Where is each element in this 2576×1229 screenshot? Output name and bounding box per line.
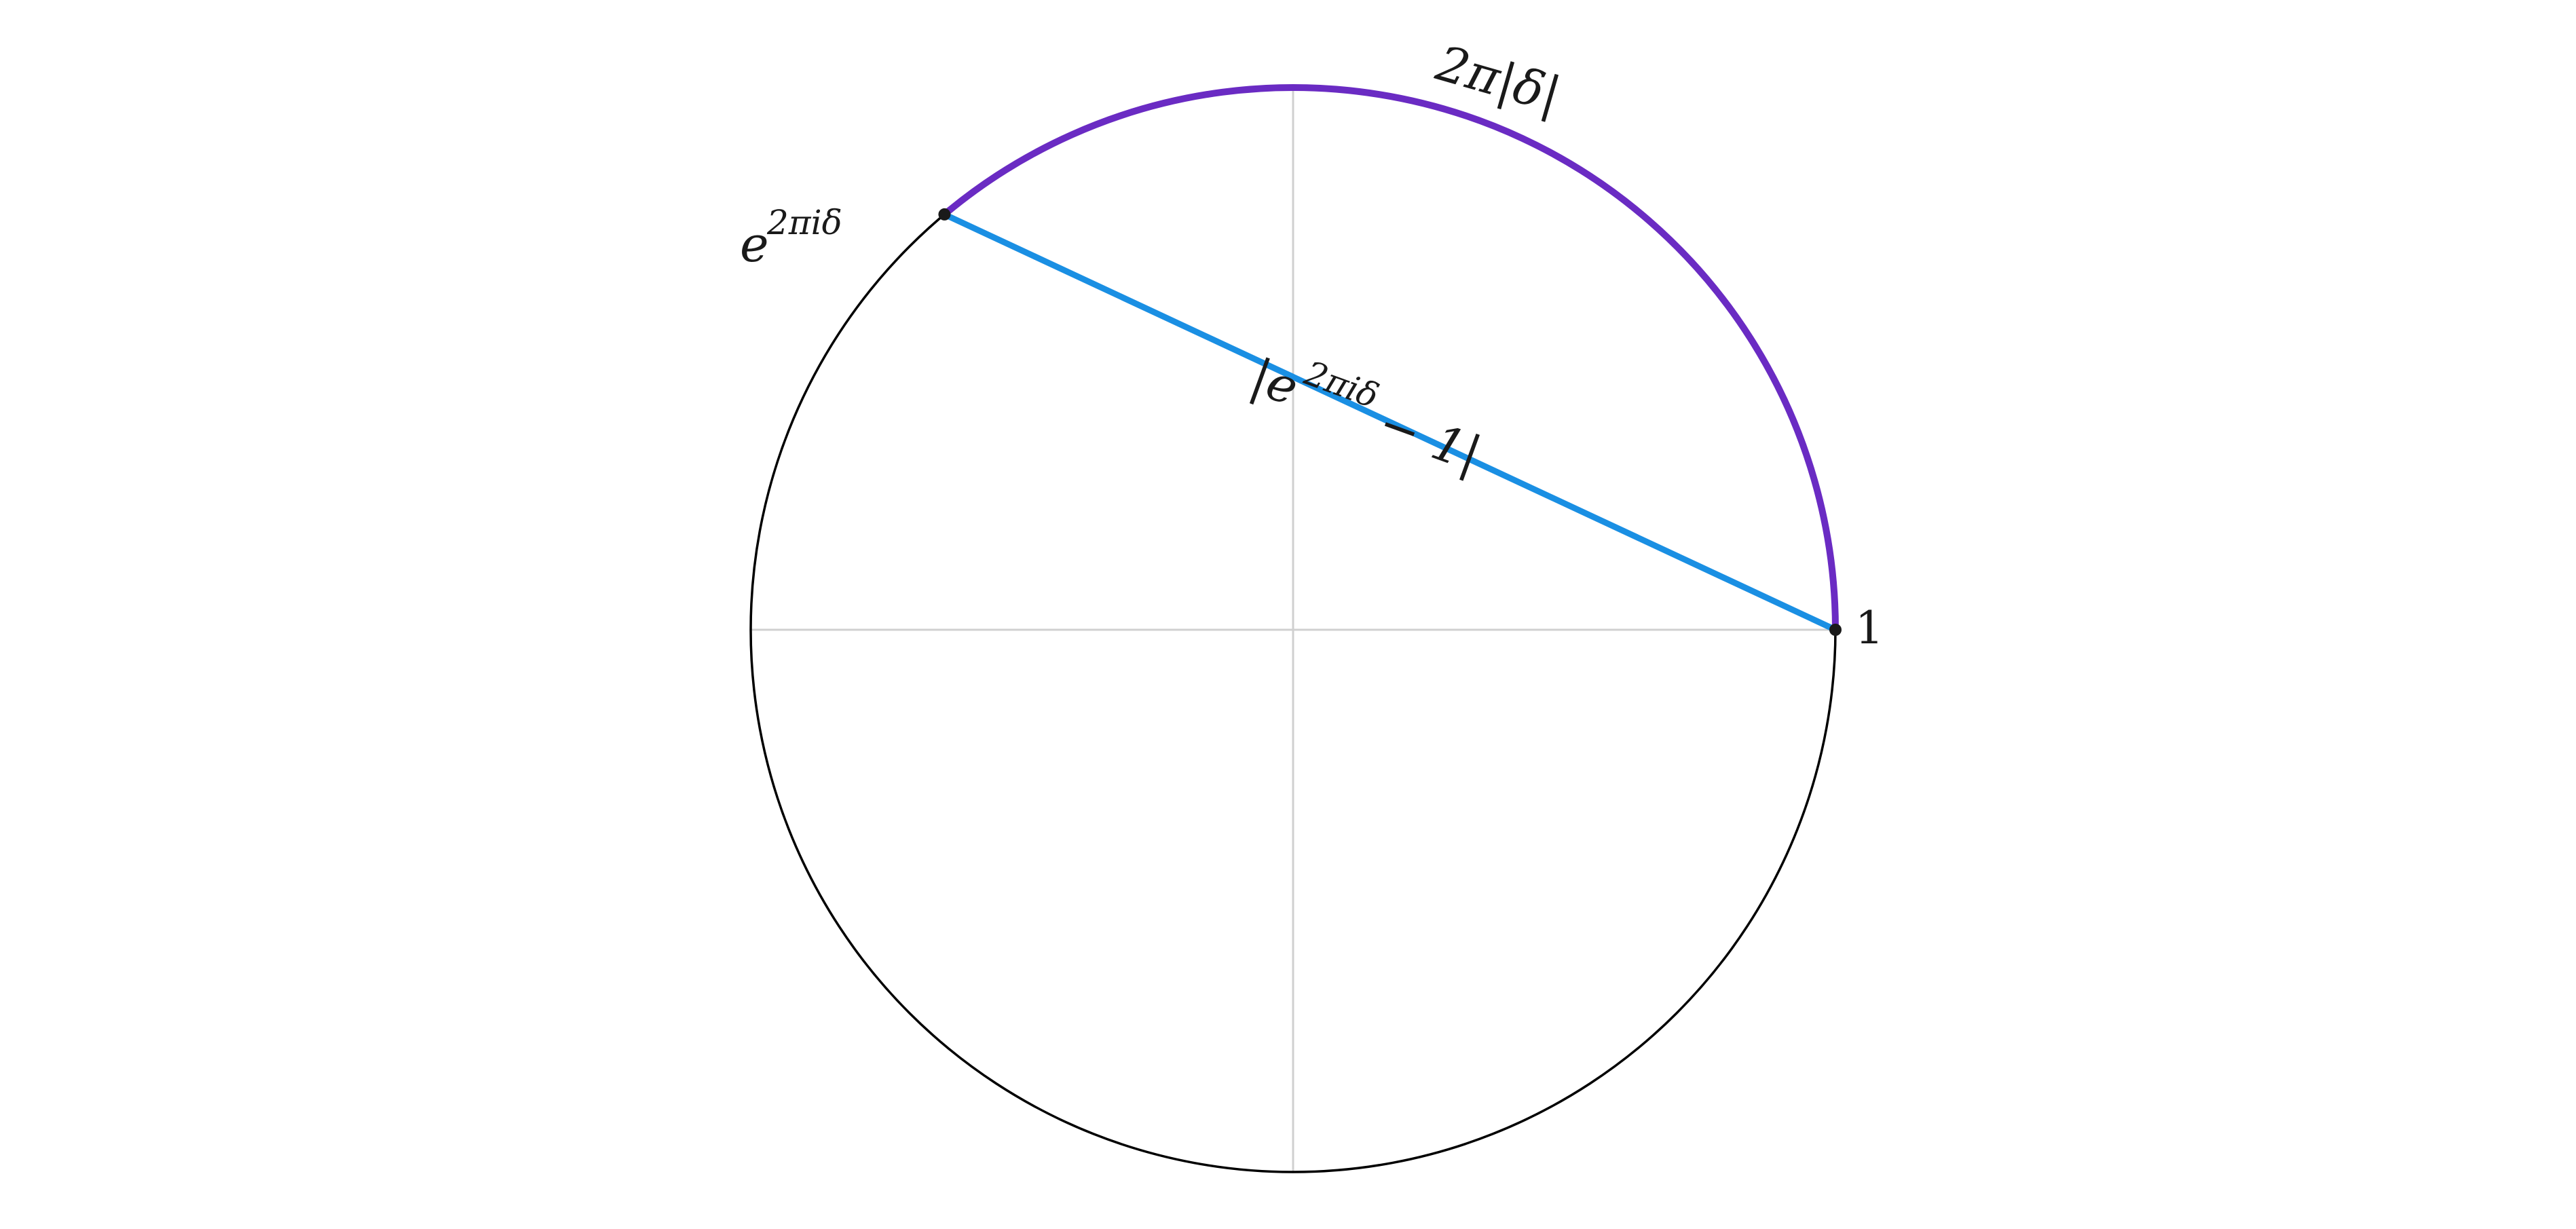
- label-chord-length: |e 2πiδ − 1|: [1244, 347, 1489, 483]
- label-chord-close: − 1|: [1371, 394, 1489, 483]
- label-point-base: e: [740, 216, 769, 273]
- point-exponential: [938, 208, 951, 221]
- label-point-exponential: e 2πiδ: [740, 203, 842, 273]
- chord-segment: [943, 211, 1837, 633]
- point-one: [1829, 624, 1842, 636]
- label-chord-exponent: 2πiδ: [1299, 353, 1384, 416]
- arc-segment: [942, 84, 1839, 630]
- label-one: 1: [1855, 602, 1884, 654]
- label-point-exponent: 2πiδ: [766, 203, 842, 242]
